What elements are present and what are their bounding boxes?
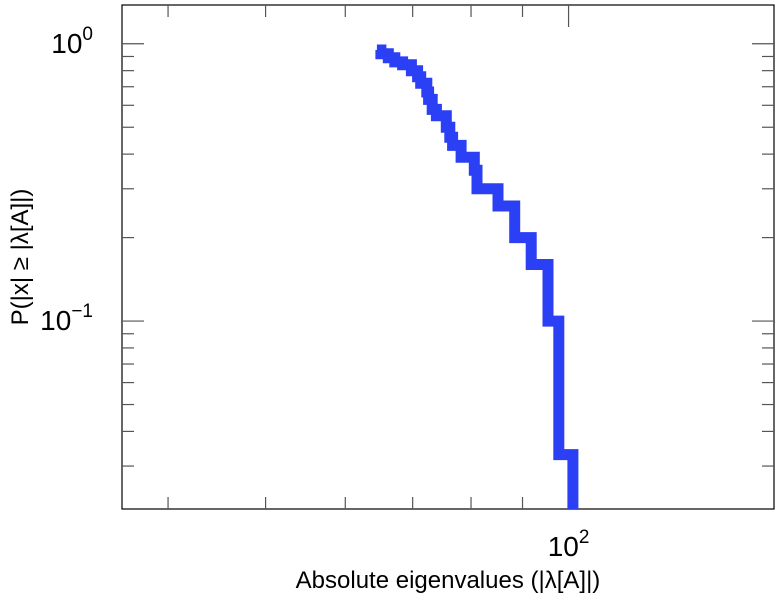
- series-layer: [375, 44, 579, 509]
- y-axis-title: P(|x| ≥ |λ[A]|): [7, 189, 34, 326]
- y-tick-label: 100: [51, 24, 93, 59]
- tick-labels: 100 10−1 102: [40, 24, 589, 562]
- x-axis-title: Absolute eigenvalues (|λ[A]|): [296, 567, 601, 594]
- x-tick-label: 102: [548, 527, 590, 562]
- plot-area: [121, 4, 775, 510]
- y-tick-label: 10−1: [40, 301, 93, 336]
